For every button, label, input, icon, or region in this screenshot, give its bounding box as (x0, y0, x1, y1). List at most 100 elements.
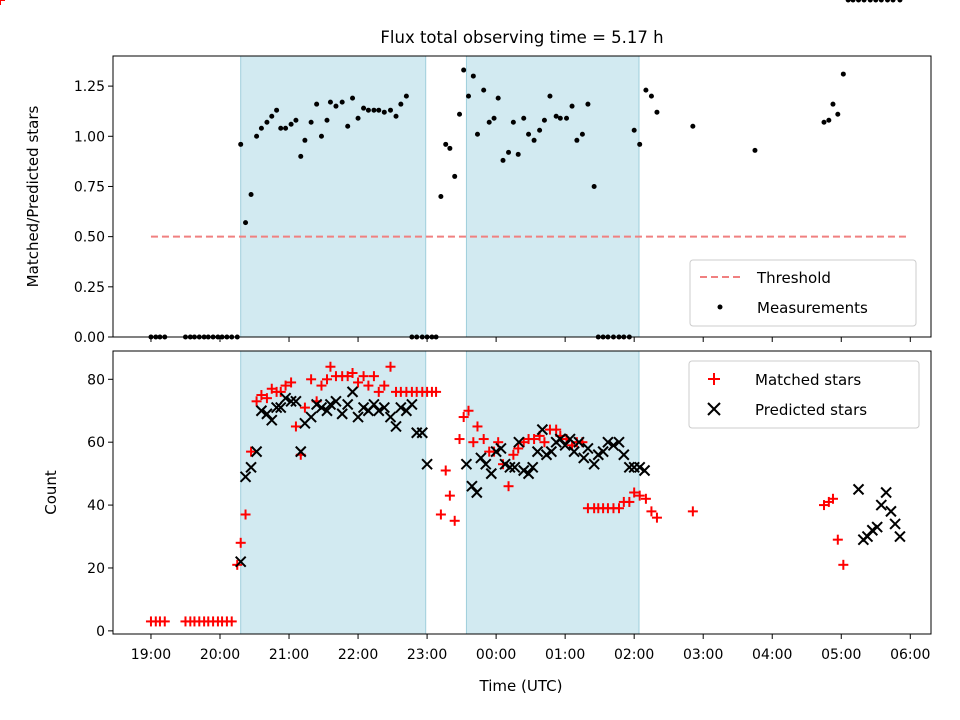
predicted-star-point (573, 436, 585, 448)
matched-star-point (299, 402, 310, 413)
predicted-star-point (341, 398, 354, 411)
bottom-observing-windows (240, 350, 640, 635)
predicted-mark-b (607, 439, 620, 452)
measurement-point (333, 103, 339, 109)
bottom-y-axis-label: Count (42, 470, 60, 515)
measurement-point (564, 115, 570, 121)
predicted-star-point (513, 436, 525, 448)
measurement-point (345, 123, 351, 129)
measurement-point (585, 101, 591, 107)
x-tick-label: 03:00 (683, 647, 723, 663)
measurement-point (500, 157, 506, 163)
predicted-mark-b (588, 458, 600, 470)
measurement-point (897, 0, 903, 3)
measurement-point (495, 95, 501, 101)
measurement-point (631, 127, 637, 133)
predicted-mark-b (373, 405, 385, 417)
predicted-mark-b (368, 398, 380, 411)
predicted-star-point (250, 445, 263, 458)
measurement-point (438, 194, 444, 199)
predicted-star-point (279, 392, 292, 404)
predicted-mark-b (531, 445, 544, 458)
measurement-point (403, 93, 409, 99)
predicted-star-point (421, 458, 433, 470)
predicted-mark-b (504, 461, 516, 474)
matched-star-point (431, 386, 442, 397)
matched-star-point (275, 386, 286, 397)
predicted-mark-b (239, 471, 252, 483)
predicted-mark-b (559, 439, 571, 452)
predicted-mark-b (357, 401, 370, 414)
measurements-legend-swatch (717, 304, 723, 310)
predicted-star-point (390, 420, 402, 433)
measurement-point (318, 133, 324, 139)
measurement-point (324, 117, 330, 123)
matched-star-point (261, 393, 272, 404)
measurement-point (515, 151, 521, 157)
predicted-mark-b (384, 411, 397, 423)
predicted-star-point (416, 427, 428, 439)
predicted-mark-b (623, 461, 636, 474)
matched-legend-label: Matched stars (755, 371, 861, 389)
measurement-point (526, 131, 532, 137)
predicted-star-point (330, 395, 342, 408)
measurement-point (541, 117, 547, 123)
matched-star-point (827, 493, 838, 504)
matched-star-point (368, 371, 379, 382)
top-axis-ticks: 0.00 0.25 0.50 0.75 1.00 1.25 (74, 79, 911, 346)
predicted-star-point (295, 445, 307, 458)
predicted-mark-b (613, 436, 625, 448)
measurement-point (355, 115, 361, 121)
measurement-point (486, 119, 492, 125)
threshold-legend-label: Threshold (756, 269, 831, 287)
predicted-mark-b (861, 530, 874, 543)
x-tick-label: 19:00 (131, 647, 171, 663)
measurement-point (381, 109, 387, 115)
measurement-point (452, 173, 458, 179)
measurement-point (278, 125, 284, 131)
matched-star-point (513, 443, 524, 454)
measurement-point (867, 0, 873, 3)
measurement-point (579, 131, 585, 137)
measurement-point (457, 111, 463, 117)
measurement-point (506, 149, 512, 155)
x-tick-label: 06:00 (890, 647, 930, 663)
measurement-point (293, 117, 299, 123)
predicted-star-point (536, 423, 549, 436)
measurement-point (510, 119, 516, 125)
matched-star-point (159, 616, 170, 627)
predicted-mark-b (578, 452, 590, 464)
matched-star-point (551, 424, 562, 435)
matched-star-point (458, 412, 469, 423)
x-tick-label: 20:00 (200, 647, 240, 663)
matched-star-point (440, 465, 451, 476)
top-y-axis-label: Matched/Predicted stars (24, 106, 42, 288)
predicted-mark-b (554, 433, 567, 445)
measurement-point (890, 0, 896, 3)
predicted-mark-b (416, 427, 428, 439)
x-tick-label: 04:00 (752, 647, 792, 663)
matched-star-point (286, 377, 297, 388)
top-panel-frame (112, 55, 932, 338)
top-observing-windows (240, 55, 640, 338)
predicted-mark-b (582, 442, 594, 455)
predicted-star-point (588, 458, 600, 470)
measurement-point (591, 183, 597, 189)
measurement-point (491, 115, 497, 121)
predicted-mark-b (270, 401, 283, 414)
predicted-star-point (509, 461, 521, 474)
predicted-star-point (285, 395, 297, 408)
x-tick-label: 00:00 (476, 647, 516, 663)
predicted-mark-b (499, 458, 511, 470)
predicted-star-point (234, 555, 247, 568)
predicted-mark-b (522, 467, 535, 480)
predicted-mark-b (545, 445, 558, 458)
measurement-point (830, 101, 836, 107)
matched-star-point (321, 374, 332, 385)
measurement-point (856, 0, 862, 3)
predicted-mark-b (480, 458, 492, 470)
matched-star-point (363, 380, 374, 391)
matched-star-point (379, 380, 390, 391)
matched-star-point (435, 509, 446, 520)
predicted-mark-b (526, 461, 539, 474)
